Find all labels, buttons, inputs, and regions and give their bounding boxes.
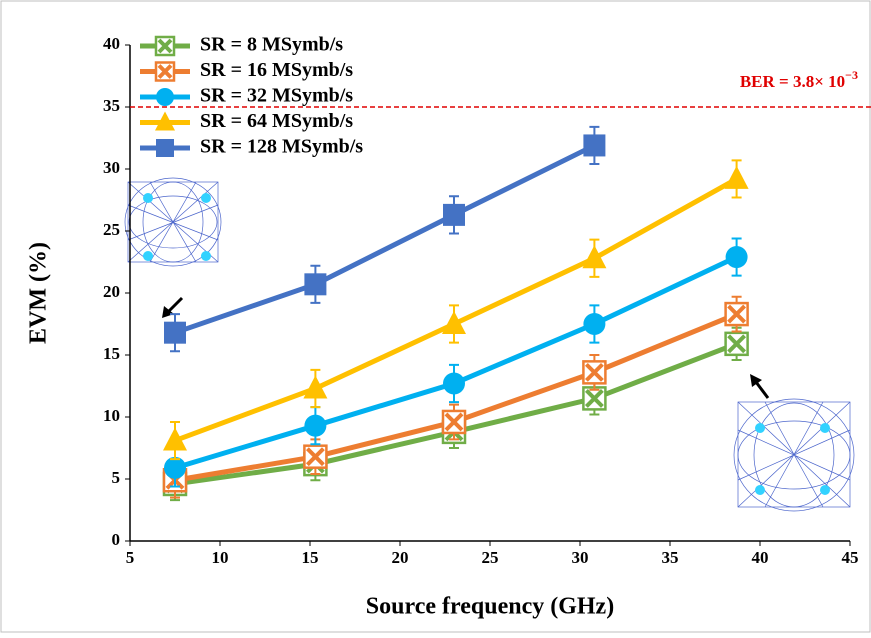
marker-cross (584, 388, 604, 408)
y-tick-label: 0 (112, 530, 121, 549)
threshold-label-text: BER = 3.8× 10 (740, 72, 845, 91)
y-axis-label: EVM (%) (26, 242, 52, 344)
legend-label: SR = 128 MSymb/s (200, 136, 363, 158)
x-tick-label: 40 (752, 548, 769, 567)
marker (583, 134, 606, 157)
marker (163, 427, 187, 451)
marker (443, 203, 465, 226)
x-tick-label: 35 (662, 548, 679, 567)
marker-cross (157, 38, 173, 54)
marker (582, 360, 607, 385)
x-tick-label: 5 (126, 548, 135, 567)
threshold-exponent: −3 (845, 68, 858, 82)
marker (724, 331, 749, 357)
marker (442, 311, 466, 334)
marker (154, 61, 176, 82)
legend-label: SR = 64 MSymb/s (200, 110, 353, 132)
marker (582, 386, 607, 411)
y-tick-label: 15 (103, 344, 120, 363)
threshold-label: BER = 3.8× 10−3 (740, 68, 858, 91)
y-tick-label: 40 (103, 34, 120, 53)
y-tick-label: 25 (103, 220, 120, 239)
y-tick-label: 30 (103, 158, 120, 177)
constellation-left (124, 177, 222, 267)
marker (441, 409, 467, 435)
marker-cross (157, 64, 173, 79)
marker (154, 35, 176, 57)
marker (164, 456, 186, 479)
x-tick-label: 20 (392, 548, 409, 567)
marker (164, 321, 186, 344)
x-axis-label: Source frequency (GHz) (366, 594, 614, 620)
marker-cross (727, 304, 747, 324)
y-tick-label: 10 (103, 406, 120, 425)
marker (443, 372, 465, 395)
marker (724, 301, 749, 327)
marker (304, 414, 327, 437)
marker-cross (305, 447, 325, 467)
x-tick-label: 15 (302, 548, 319, 567)
marker (725, 246, 748, 269)
marker (583, 313, 606, 335)
legend-label: SR = 16 MSymb/s (200, 59, 353, 81)
constellation-right (733, 398, 855, 512)
x-tick-label: 25 (482, 548, 499, 567)
marker-cross (727, 334, 747, 354)
marker (156, 88, 174, 106)
marker (303, 375, 328, 399)
x-tick-label: 45 (842, 548, 859, 567)
marker (156, 139, 174, 157)
marker (724, 165, 749, 189)
legend-label: SR = 32 MSymb/s (200, 85, 353, 107)
legend-label: SR = 8 MSymb/s (200, 34, 343, 56)
x-tick-label: 30 (572, 548, 589, 567)
marker (582, 245, 607, 269)
marker-cross (584, 362, 604, 382)
marker (304, 273, 327, 296)
y-tick-label: 20 (103, 282, 120, 301)
marker (155, 111, 175, 131)
marker (303, 444, 328, 469)
marker-cross (444, 412, 464, 432)
x-tick-label: 10 (212, 548, 229, 567)
series-line (174, 143, 596, 336)
y-tick-label: 35 (103, 96, 120, 115)
y-tick-label: 5 (112, 468, 121, 487)
